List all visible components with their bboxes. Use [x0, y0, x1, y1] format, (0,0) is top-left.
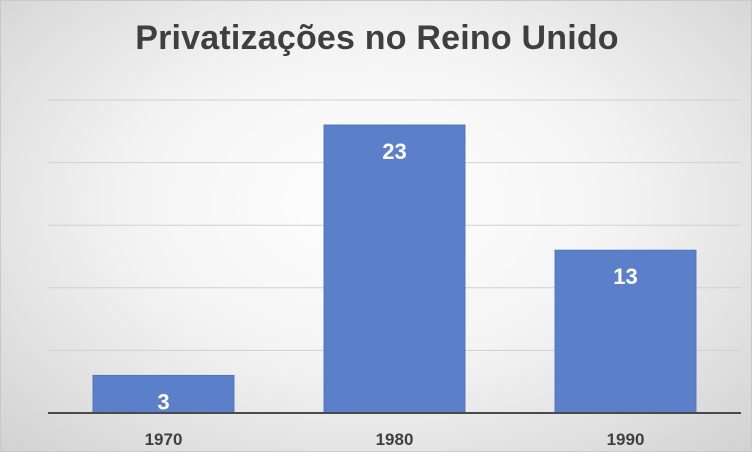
bar-1980: [323, 124, 466, 414]
data-label-1990: 13: [613, 264, 637, 289]
x-tick-label-1990: 1990: [607, 430, 645, 449]
bar-1970: [92, 374, 235, 414]
bar-1990: [554, 249, 697, 414]
data-label-1970: 3: [157, 389, 169, 414]
data-label-1980: 23: [382, 139, 406, 164]
x-tick-label-1970: 1970: [145, 430, 183, 449]
x-tick-label-1980: 1980: [376, 430, 414, 449]
chart-title: Privatizações no Reino Unido: [135, 19, 619, 57]
